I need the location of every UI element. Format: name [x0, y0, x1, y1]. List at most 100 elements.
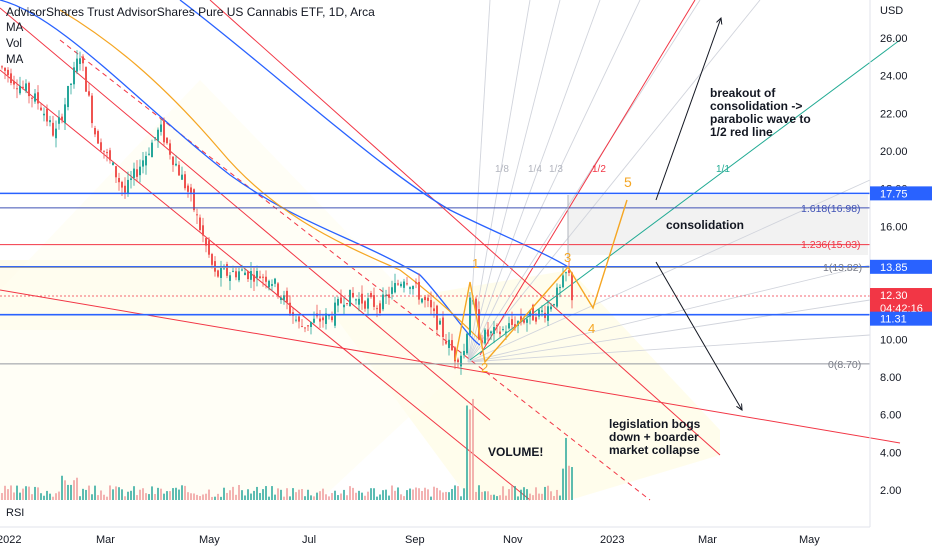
candle-body — [382, 294, 384, 310]
candle-body — [535, 317, 537, 322]
candle-body — [136, 169, 138, 177]
volume-bar — [520, 489, 522, 500]
indicator-ma-2[interactable]: MA — [6, 54, 24, 66]
horizontal-levels — [0, 192, 870, 365]
y-tick-label: 26.00 — [880, 33, 908, 45]
volume-bar — [568, 465, 570, 500]
x-tick-label: Mar — [96, 534, 115, 546]
volume-bar — [283, 496, 285, 500]
volume-bar — [505, 495, 507, 500]
candle-body — [220, 268, 222, 278]
candle-body — [400, 283, 402, 287]
volume-bar — [355, 492, 357, 500]
candle-body — [169, 143, 171, 155]
candle-body — [391, 287, 393, 294]
candle-body — [187, 185, 189, 192]
candle-body — [556, 287, 558, 307]
candle-body — [418, 281, 420, 300]
candle-body — [217, 270, 219, 277]
volume-bar — [565, 437, 567, 500]
candle-body — [526, 319, 528, 323]
volume-bar — [382, 490, 384, 500]
candle-body — [199, 217, 201, 231]
candle-body — [16, 88, 18, 90]
volume-bar — [541, 493, 543, 500]
volume-bar — [286, 488, 288, 500]
volume-bar — [88, 485, 90, 500]
candle-body — [142, 160, 144, 167]
candle-body — [430, 300, 432, 308]
fan-line — [467, 334, 871, 363]
volume-bar — [313, 496, 315, 500]
y-tick-label: 22.00 — [880, 108, 908, 120]
volume-bar — [202, 494, 204, 500]
volume-bar — [346, 495, 348, 500]
indicator-vol[interactable]: Vol — [6, 38, 22, 50]
candle-body — [445, 341, 447, 344]
candle-body — [268, 280, 270, 288]
chart-title: AdvisorShares Trust AdvisorShares Pure U… — [6, 5, 375, 19]
volume-bar — [400, 494, 402, 500]
candle-body — [160, 124, 162, 132]
volume-bar — [220, 496, 222, 500]
volume-bar — [379, 494, 381, 500]
x-axis[interactable]: 2022 Mar May Jul Sep Nov 2023 Mar May — [0, 534, 820, 546]
volume-bar — [454, 485, 456, 500]
candle-body — [190, 187, 192, 193]
volume-bar — [46, 490, 48, 500]
candle-body — [352, 292, 354, 298]
candle-body — [118, 177, 120, 183]
candle-body — [394, 283, 396, 293]
candle-body — [436, 305, 438, 330]
price-tag-text: 12.30 — [880, 290, 908, 302]
volume-bar — [556, 489, 558, 500]
volume-bar — [433, 486, 435, 500]
candle-body — [487, 329, 489, 337]
indicator-ma-1[interactable]: MA — [6, 22, 24, 34]
volume-bar — [442, 492, 444, 500]
volume-bar — [478, 485, 480, 500]
x-tick-label: 2023 — [600, 534, 624, 546]
volume-bar — [430, 496, 432, 500]
fan-line — [467, 0, 561, 363]
candle-body — [439, 320, 441, 325]
candle-body — [76, 58, 78, 72]
volume-bar — [466, 405, 468, 500]
volume-bar — [445, 491, 447, 500]
volume-bar — [370, 488, 372, 500]
candle-body — [310, 321, 312, 327]
price-tag — [870, 186, 932, 201]
x-tick-label: May — [799, 534, 820, 546]
candle-body — [106, 152, 108, 154]
volume-bar — [517, 496, 519, 500]
volume-bar — [142, 488, 144, 500]
volume-bar — [403, 496, 405, 500]
candle-body — [100, 142, 102, 151]
candle-body — [28, 82, 30, 97]
fan-label-1-8: 1/8 — [495, 164, 509, 175]
volume-bar — [418, 488, 420, 500]
fib-labels: 1.618(16.98) 1.236(15.03) 1(13.82) 0(8.7… — [801, 203, 862, 371]
candle-body — [94, 128, 96, 135]
volume-bar — [550, 491, 552, 500]
candle-body — [55, 128, 57, 139]
volume-bar — [64, 480, 66, 500]
rsi-pane-label[interactable]: RSI — [6, 507, 25, 519]
volume-bar — [226, 492, 228, 500]
volume-bar — [325, 494, 327, 500]
candle-body — [379, 303, 381, 313]
volume-bar — [241, 490, 243, 500]
volume-bar — [421, 491, 423, 500]
volume-bar — [16, 485, 18, 500]
candle-body — [364, 301, 366, 309]
candle-body — [463, 350, 465, 356]
volume-bar — [223, 487, 225, 500]
volume-bar — [10, 485, 12, 500]
candle-body — [103, 150, 105, 152]
candle-body — [238, 271, 240, 281]
volume-bar — [37, 487, 39, 500]
volume-bar — [121, 489, 123, 500]
volume-bar — [94, 485, 96, 500]
candle-body — [79, 58, 81, 64]
